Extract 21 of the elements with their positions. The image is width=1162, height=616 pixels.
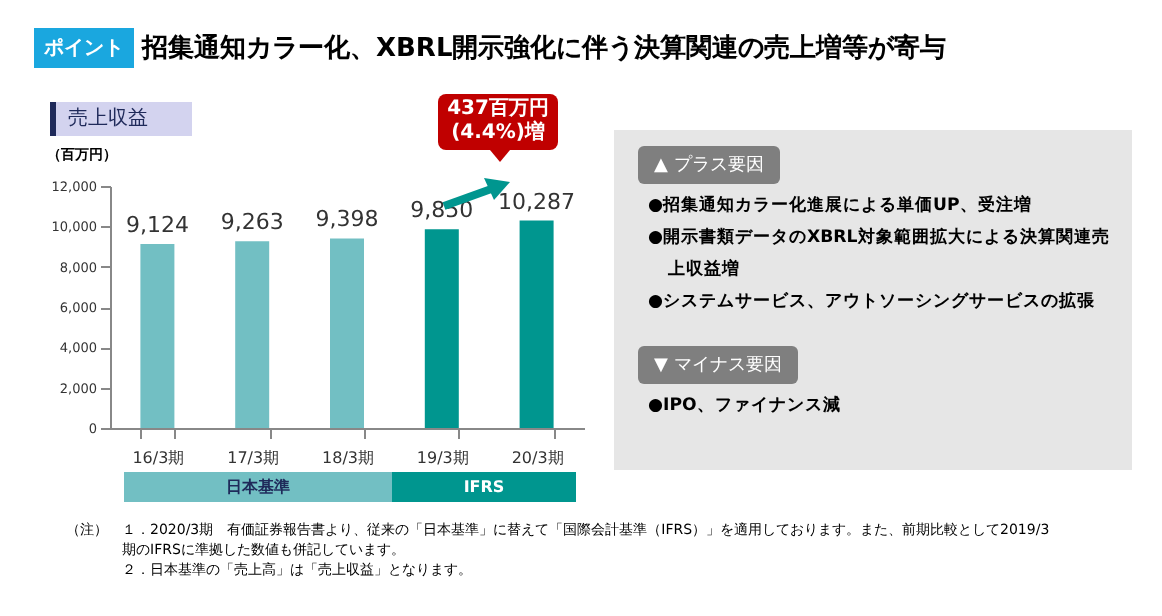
text: 437百万円 (4.4%)増	[438, 94, 558, 150]
text: IFRS	[392, 472, 576, 502]
x-tick-label: 16/3期	[132, 449, 185, 467]
text: ●システムサービス、アウトソーシングサービスの拡張	[648, 289, 1097, 316]
x-tick-label: 20/3期	[511, 449, 564, 467]
text: 日本基準	[124, 472, 392, 502]
text: ●開示書類データのXBRL対象範囲拡大による決算関連売上収益増	[648, 225, 1112, 284]
chart-subtitle: 売上収益	[50, 102, 192, 136]
text: ▲ プラス要因	[638, 146, 780, 184]
x-tick-label: 19/3期	[416, 449, 469, 467]
data-label: 9,124	[125, 212, 189, 238]
text: ▼ マイナス要因	[638, 346, 798, 384]
x-tick-label: 17/3期	[227, 449, 280, 467]
text: ポイント	[34, 28, 134, 68]
text: ●招集通知カラー化進展による単価UP、受注増	[648, 193, 1034, 220]
data-label: 9,263	[220, 209, 284, 236]
data-label: 9,398	[315, 206, 379, 233]
chart-title: 招集通知カラー化、XBRL開示強化に伴う決算関連の売上増等が寄与	[142, 31, 947, 66]
text: ●IPO、ファイナンス減	[648, 393, 843, 420]
x-tick-label: 18/3期	[322, 449, 374, 467]
data-label: 10,287	[498, 188, 576, 215]
